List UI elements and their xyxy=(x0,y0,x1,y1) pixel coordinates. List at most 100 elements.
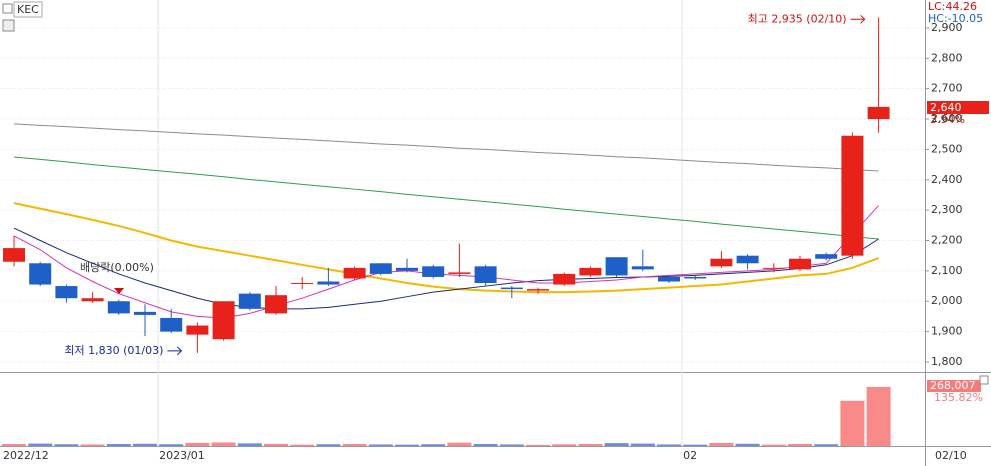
volume-bar xyxy=(54,444,79,446)
volume-bar xyxy=(473,444,498,446)
min-annotation: 최저 1,830 (01/03) xyxy=(64,344,163,357)
volume-bar xyxy=(106,444,131,446)
candle-body xyxy=(500,287,523,290)
hc-label: HC:-10.05 xyxy=(928,12,983,25)
candle-body xyxy=(291,283,314,285)
candle-body xyxy=(3,248,25,262)
volume-bar xyxy=(447,442,472,446)
x-tick-label: 02 xyxy=(683,449,697,462)
y-tick-label: 1,900 xyxy=(931,325,963,338)
candle-body xyxy=(212,301,235,340)
moving-average xyxy=(13,156,879,240)
dividend-annotation: 배당락(0.00%) xyxy=(80,261,154,274)
volume-bar xyxy=(28,443,53,446)
volume-bar xyxy=(814,444,839,446)
candle-body xyxy=(605,257,628,276)
volume-bar xyxy=(2,444,26,446)
candle-body xyxy=(527,289,549,291)
candle-body xyxy=(343,267,366,279)
volume-bar xyxy=(316,444,341,446)
volume-bar xyxy=(604,443,629,446)
moving-average xyxy=(13,123,879,172)
volume-box xyxy=(927,380,981,392)
candle-body xyxy=(815,254,838,259)
candle-body xyxy=(369,263,392,274)
candle-body xyxy=(448,272,471,274)
volume-bar xyxy=(185,442,210,446)
volume-bar xyxy=(499,444,524,446)
y-tick-label: 2,300 xyxy=(931,203,963,216)
arrow xyxy=(850,14,866,24)
candle-body xyxy=(762,267,785,269)
candle-body xyxy=(160,317,183,332)
last-date-label: 02/10 xyxy=(935,449,967,462)
candle-body xyxy=(658,276,680,282)
candle-body xyxy=(631,266,654,270)
y-tick-label: 2,500 xyxy=(931,142,963,155)
volume-bar xyxy=(264,443,288,446)
dividend-marker xyxy=(114,288,124,294)
y-tick-label: 2,900 xyxy=(931,21,963,34)
volume-bar xyxy=(80,444,105,446)
volume-bar xyxy=(290,444,315,446)
volume-bar xyxy=(735,443,760,446)
icon[interactable] xyxy=(979,375,989,385)
moving-average xyxy=(13,202,879,294)
candle-body xyxy=(553,273,576,285)
candle-body xyxy=(867,106,890,120)
moving-average xyxy=(13,227,879,310)
candle-body xyxy=(736,255,759,264)
volume-bar xyxy=(368,444,393,446)
y-tick-label: 2,700 xyxy=(931,82,963,95)
candle-body xyxy=(396,267,418,271)
price-box xyxy=(927,101,989,114)
candle-body xyxy=(841,135,864,256)
y-tick-label: 2,600 xyxy=(931,112,963,125)
volume-bar xyxy=(133,443,157,446)
x-tick-label: 2023/01 xyxy=(159,449,205,462)
last-price: 2,640 xyxy=(930,101,962,114)
volume-bar xyxy=(788,444,812,446)
volume-bar xyxy=(866,386,891,446)
y-tick-label: 2,100 xyxy=(931,264,963,277)
candle-body xyxy=(474,266,497,284)
title-box xyxy=(13,1,43,18)
volume-bar xyxy=(526,444,550,446)
change-label: 3.94% xyxy=(930,113,965,126)
candle-body xyxy=(134,311,156,315)
volume-bar xyxy=(159,444,184,446)
lc-label: LC:44.26 xyxy=(928,0,977,13)
volume-change: 135.82% xyxy=(934,391,983,404)
volume-bar xyxy=(683,444,708,446)
volume-bar xyxy=(342,444,367,446)
candle-body xyxy=(710,258,733,267)
icon[interactable] xyxy=(2,3,13,14)
candle-body xyxy=(186,325,209,335)
volume-bar xyxy=(211,442,236,446)
icon[interactable] xyxy=(2,19,15,32)
candle-body xyxy=(238,293,261,309)
volume-bar xyxy=(395,444,419,446)
volume-bar xyxy=(840,400,865,446)
volume-bar xyxy=(630,443,655,446)
y-tick-label: 1,800 xyxy=(931,355,963,368)
candle-body xyxy=(265,295,287,314)
max-annotation: 최고 2,935 (02/10) xyxy=(748,12,847,25)
moving-average xyxy=(13,205,879,319)
y-tick-label: 2,800 xyxy=(931,51,963,64)
candle-body xyxy=(55,286,78,299)
y-tick-label: 2,400 xyxy=(931,173,963,186)
candle-body xyxy=(579,267,602,276)
volume-bar xyxy=(709,442,734,446)
volume-bar xyxy=(237,443,262,446)
candle-body xyxy=(789,258,811,270)
y-tick-label: 2,200 xyxy=(931,234,963,247)
volume-last: 268,007 xyxy=(930,379,976,392)
candle-body xyxy=(422,266,445,277)
candle-body xyxy=(81,298,104,302)
x-tick-label: 2022/12 xyxy=(3,449,49,462)
candle-body xyxy=(29,263,52,285)
candle-body xyxy=(684,276,707,279)
